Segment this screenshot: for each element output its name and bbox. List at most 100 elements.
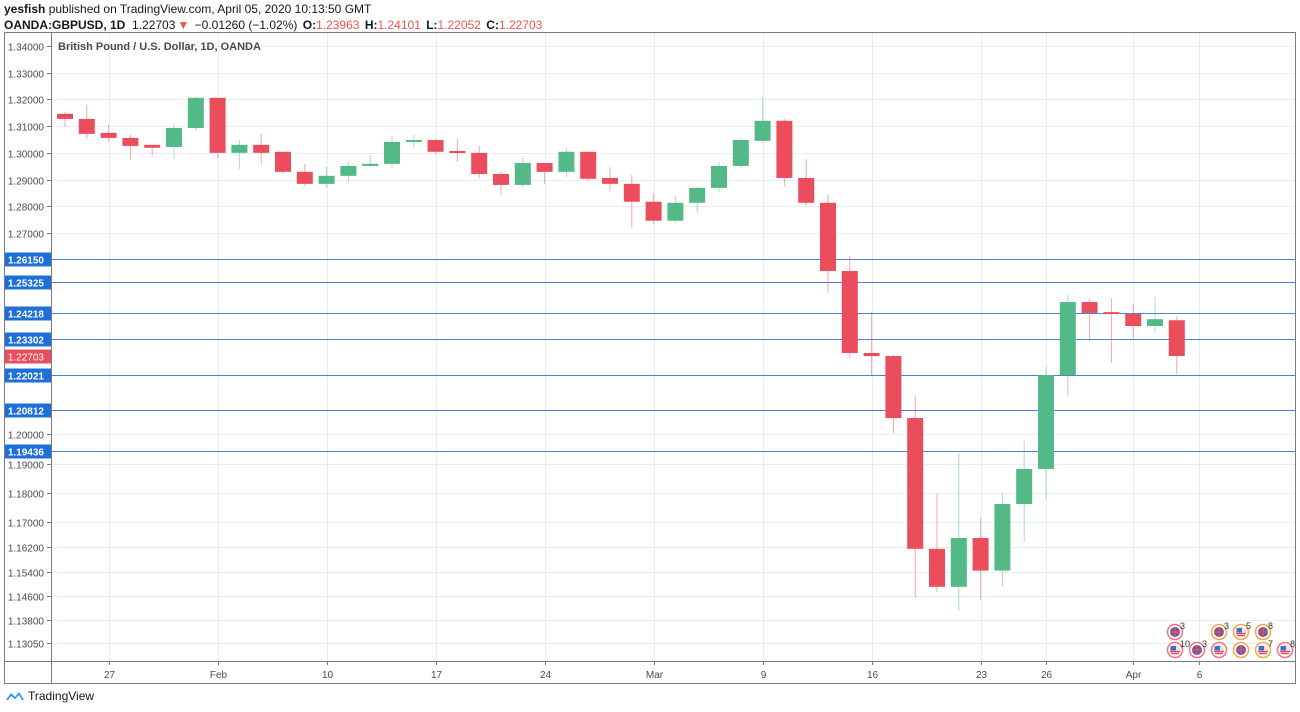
candle-down[interactable] bbox=[536, 163, 553, 184]
candle-down[interactable] bbox=[645, 192, 662, 224]
candle-down[interactable] bbox=[885, 354, 902, 434]
candle-body bbox=[1125, 314, 1142, 326]
candle-body bbox=[493, 173, 509, 185]
event-us-flag-icon[interactable]: 7 bbox=[1254, 639, 1274, 659]
candle-up[interactable] bbox=[187, 97, 204, 131]
candle-up[interactable] bbox=[1059, 295, 1076, 396]
event-uk-flag-icon[interactable] bbox=[1232, 641, 1250, 659]
candle-down[interactable] bbox=[1125, 303, 1142, 340]
candle-down[interactable] bbox=[1168, 316, 1185, 375]
candle-body bbox=[972, 537, 989, 571]
logo-text: TradingView bbox=[28, 689, 95, 703]
candle-body bbox=[57, 113, 73, 119]
candle-up[interactable] bbox=[231, 140, 248, 169]
candle-down[interactable] bbox=[144, 144, 161, 156]
candle-up[interactable] bbox=[362, 154, 379, 168]
candle-body bbox=[78, 118, 95, 134]
candle-up[interactable] bbox=[514, 157, 531, 187]
level-price-label-bg[interactable] bbox=[5, 306, 51, 321]
author-name[interactable]: yesfish bbox=[4, 2, 46, 16]
level-price-label-bg[interactable] bbox=[5, 403, 51, 418]
candle-down[interactable] bbox=[929, 493, 945, 593]
us-flag-canton bbox=[1280, 646, 1286, 651]
candle-up[interactable] bbox=[340, 161, 357, 182]
candle-up[interactable] bbox=[166, 122, 182, 160]
event-us-flag-icon[interactable]: 8 bbox=[1276, 639, 1296, 659]
candle-down[interactable] bbox=[253, 133, 270, 165]
level-price-label: 1.22021 bbox=[8, 372, 45, 383]
candle-up[interactable] bbox=[318, 167, 335, 188]
candle-down[interactable] bbox=[209, 97, 226, 158]
candle-down[interactable] bbox=[427, 138, 444, 155]
level-price-label-bg[interactable] bbox=[5, 275, 51, 290]
time-axis[interactable]: 27 Feb 10 17 24 Mar 9 16 23 26 Apr 6 bbox=[104, 661, 1203, 681]
price-axis[interactable]: 1.34000 1.33000 1.32000 1.31000 1.30000 1.290… bbox=[5, 43, 51, 651]
candle-down[interactable] bbox=[78, 105, 95, 138]
last-price: 1.22703 bbox=[132, 18, 176, 32]
event-count: 5 bbox=[1246, 621, 1251, 631]
level-price-label-bg[interactable] bbox=[5, 444, 51, 459]
candle-down[interactable] bbox=[449, 138, 466, 162]
candle-up[interactable] bbox=[950, 452, 967, 611]
candle-down[interactable] bbox=[907, 395, 924, 599]
candle-up[interactable] bbox=[994, 493, 1011, 586]
event-uk-flag-icon[interactable]: 8 bbox=[1254, 621, 1274, 641]
candle-down[interactable] bbox=[820, 193, 836, 294]
candle-body bbox=[711, 165, 727, 188]
event-us-flag-icon[interactable]: 5 bbox=[1232, 621, 1252, 641]
candle-down[interactable] bbox=[100, 124, 117, 142]
candle-down[interactable] bbox=[1081, 298, 1098, 342]
candle-down[interactable] bbox=[296, 163, 313, 186]
candle-up[interactable] bbox=[732, 137, 749, 168]
candle-up[interactable] bbox=[754, 97, 771, 143]
candle-down[interactable] bbox=[1103, 298, 1120, 364]
candle-down[interactable] bbox=[863, 312, 880, 376]
price-tick-label: 1.20000 bbox=[8, 431, 45, 442]
candle-down[interactable] bbox=[471, 145, 488, 178]
us-flag-canton bbox=[1258, 646, 1264, 651]
candle-up[interactable] bbox=[711, 161, 727, 192]
horizontal-levels bbox=[52, 259, 1296, 452]
candle-body bbox=[166, 128, 182, 147]
candle-down[interactable] bbox=[580, 151, 597, 181]
level-price-label-bg[interactable] bbox=[5, 332, 51, 347]
candle-body bbox=[1081, 302, 1098, 313]
event-uk-flag-icon[interactable]: 3 bbox=[1166, 621, 1186, 641]
tradingview-logo[interactable]: TradingView bbox=[5, 689, 94, 703]
candle-down[interactable] bbox=[122, 134, 139, 160]
level-price-label-bg[interactable] bbox=[5, 252, 51, 267]
candle-up[interactable] bbox=[1016, 440, 1033, 542]
candle-body bbox=[645, 201, 662, 221]
candle-down[interactable] bbox=[493, 171, 509, 195]
candle-down[interactable] bbox=[275, 151, 291, 174]
event-uk-flag-icon[interactable]: 3 bbox=[1210, 621, 1230, 641]
candle-down[interactable] bbox=[623, 174, 640, 228]
candle-body bbox=[667, 202, 684, 221]
candle-up[interactable] bbox=[1038, 366, 1054, 500]
close-value: 1.22703 bbox=[498, 18, 543, 32]
event-us-flag-icon[interactable]: 10 bbox=[1166, 639, 1191, 659]
candle-down[interactable] bbox=[602, 167, 618, 191]
candle-down[interactable] bbox=[972, 517, 989, 600]
candle-down[interactable] bbox=[776, 118, 793, 186]
candle-down[interactable] bbox=[841, 255, 858, 359]
level-price-label-bg[interactable] bbox=[5, 368, 51, 383]
publish-info: yesfish published on TradingView.com, Ap… bbox=[4, 2, 371, 16]
candle-up[interactable] bbox=[1147, 296, 1163, 334]
price-tick-label: 1.31000 bbox=[8, 123, 45, 134]
us-flag-canton bbox=[1236, 628, 1242, 633]
candle-up[interactable] bbox=[384, 134, 400, 168]
low-value: 1.22052 bbox=[437, 18, 481, 32]
event-us-flag-icon[interactable] bbox=[1210, 641, 1228, 659]
candle-up[interactable] bbox=[667, 195, 684, 224]
candle-up[interactable] bbox=[689, 186, 706, 213]
open-label: O: bbox=[302, 18, 317, 32]
candle-up[interactable] bbox=[558, 147, 575, 177]
candle-down[interactable] bbox=[57, 111, 73, 127]
candle-down[interactable] bbox=[798, 159, 815, 206]
event-uk-flag-icon[interactable]: 3 bbox=[1188, 639, 1208, 659]
candle-up[interactable] bbox=[405, 134, 422, 148]
candle-body bbox=[863, 352, 880, 357]
price-tick-label: 1.28000 bbox=[8, 203, 45, 214]
